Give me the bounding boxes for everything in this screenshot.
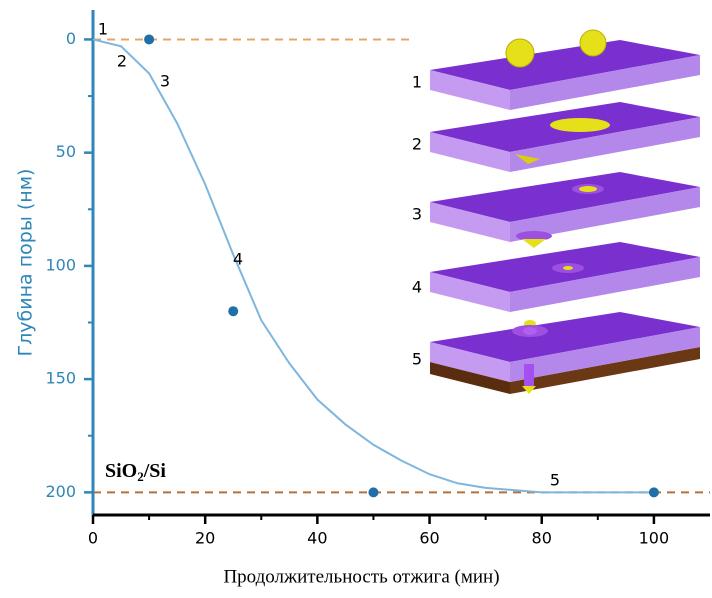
chart: 0 50 100 150 200 0 20 40 60 80 100 Продолжительност… [0, 0, 712, 594]
x-tick-label: 80 [532, 529, 552, 548]
curve-label: 3 [160, 72, 170, 91]
substrate-label-part: SiO [105, 460, 137, 482]
data-point [144, 34, 154, 44]
curve-label: 2 [117, 52, 127, 71]
x-tick-label: 100 [639, 529, 670, 548]
data-point [368, 487, 378, 497]
x-tick-label: 40 [307, 529, 327, 548]
y-tick-label: 200 [45, 482, 76, 501]
inset-label: 5 [412, 350, 422, 369]
curve-label: 1 [98, 20, 108, 39]
data-point [649, 487, 659, 497]
substrate-label: SiO2/Si [105, 460, 166, 484]
inset-label: 2 [412, 135, 422, 154]
x-axis-label: Продолжительность отжига (мин) [223, 566, 499, 587]
y-tick-label: 150 [45, 369, 76, 388]
x-tick-label: 20 [195, 529, 215, 548]
y-tick-label: 0 [66, 29, 76, 48]
x-tick-label: 0 [88, 529, 98, 548]
data-point [228, 306, 238, 316]
substrate-label-part: /Si [143, 460, 167, 482]
y-tick-label: 100 [45, 255, 76, 274]
y-tick-label: 50 [56, 142, 76, 161]
curve-label: 5 [550, 471, 560, 490]
curve-label: 4 [233, 250, 243, 269]
x-tick-label: 60 [419, 529, 439, 548]
inset-label: 1 [412, 73, 422, 92]
inset-label: 4 [412, 278, 422, 297]
inset-label: 3 [412, 205, 422, 224]
inset-illustration [430, 30, 700, 394]
y-axis-label: Глубина поры (нм) [15, 169, 37, 357]
